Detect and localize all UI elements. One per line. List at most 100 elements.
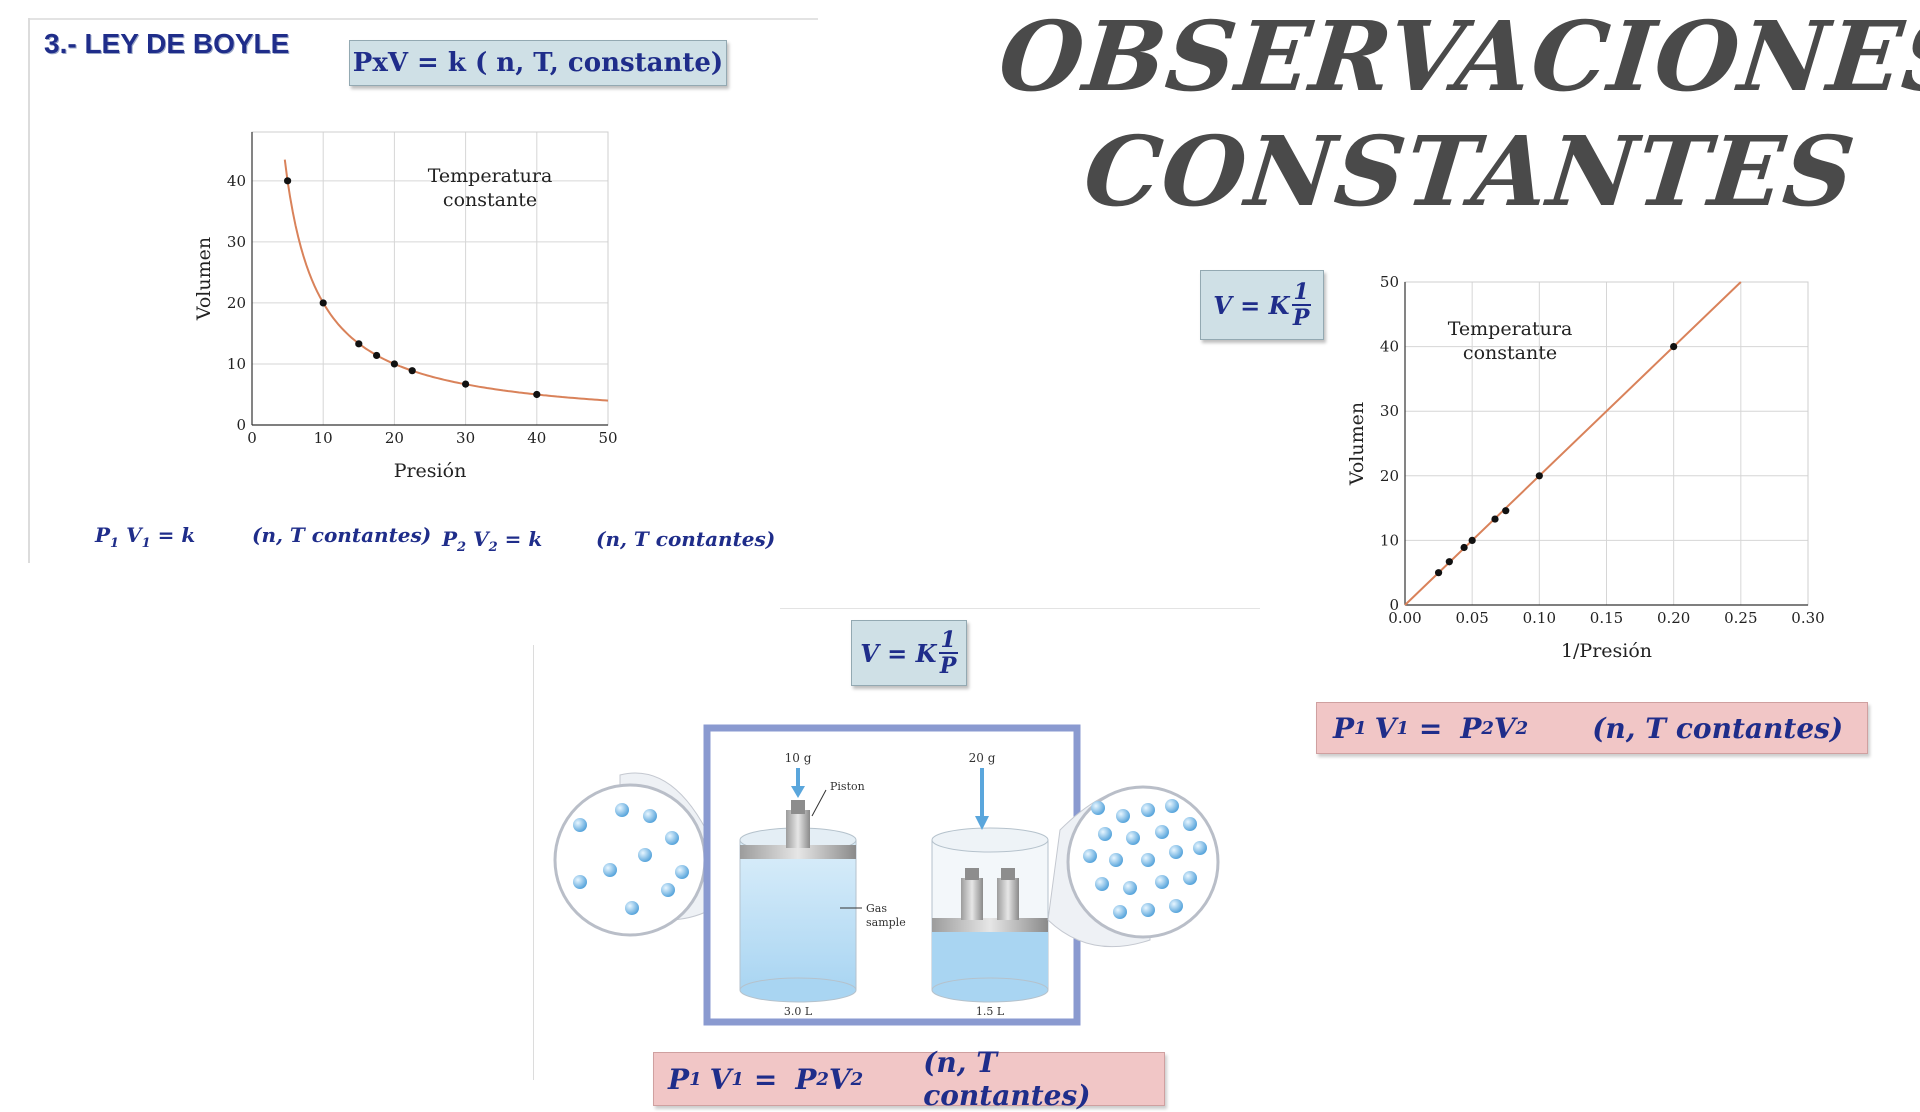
middle-rule [780,608,1260,609]
y-tick-label: 30 [1380,402,1399,420]
ce-p1-sub: 1 [689,1068,702,1090]
eq2-v-sub: 2 [488,540,498,555]
x-tick-label: 50 [598,429,617,447]
x-tick-label: 40 [527,429,546,447]
ce-p1: P [668,1062,690,1096]
eq1-v: V [126,523,142,547]
data-point [1445,558,1453,566]
ce-v1: V [1374,711,1397,745]
piston-label: Piston [830,780,865,793]
data-point [1468,536,1476,544]
ce-p2-sub: 2 [816,1068,829,1090]
piston-leader-line [811,789,827,817]
data-point [373,351,381,360]
ce-p1: P [1333,711,1355,745]
ce-v1-sub: 1 [731,1068,744,1090]
ce-v1-sub: 1 [1396,717,1409,739]
top-rule [28,18,818,20]
y-tick-label: 0 [236,416,246,434]
x-tick-label: 0.30 [1791,609,1824,627]
piston-diagram: 10 g 20 g Piston Gas sample 3.0 L 1.5 L [553,724,1220,1026]
x-tick-label: 0.05 [1455,609,1488,627]
boyle-pv-chart: 0 10 20 30 40 50 0 10 20 30 40 Presión Volumen Temper… [193,131,618,482]
section-title: 3.- LEY DE BOYLE [44,28,290,59]
eq1-p: P [95,523,111,547]
left-volume-label: 3.0 L [784,1005,813,1018]
y-tick-label: 20 [1380,467,1399,485]
ce-cond: (n, T contantes) [923,1046,1091,1112]
data-point [1535,472,1543,480]
ce-cond: (n, T contantes) [1592,711,1844,745]
left-mass-label: 10 g [785,751,812,765]
title-constantes: CONSTANTES [1079,115,1861,228]
y-tick-label: 10 [1380,531,1399,549]
vk-num: 1 [938,627,958,654]
left-molecules [573,803,689,915]
y-tick-label: 40 [227,172,246,190]
y-tick-label: 20 [227,294,246,312]
annotation-text: Temperatura [1448,318,1573,340]
data-point [1460,543,1468,552]
right-cylinder [931,768,1049,1003]
vk-den: P [939,653,957,679]
x-axis-label: 1/Presión [1561,640,1652,662]
x-tick-label: 0.00 [1388,609,1421,627]
data-point [355,340,363,348]
equation-p1v1: P1 V1 = k [95,523,195,551]
series-curve [1404,281,1742,606]
eq1-rhs: = k [157,523,196,547]
data-point [390,360,398,368]
equation-p2v2: P2 V2 = k [442,527,542,555]
x-tick-label: 0.25 [1724,609,1757,627]
ce-v2: V [828,1062,851,1096]
x-tick-label: 10 [314,429,333,447]
gas-label-line2: sample [866,916,906,929]
ce-p1-sub: 1 [1354,717,1367,739]
data-point [1491,515,1499,523]
eq1-v-sub: 1 [141,536,151,551]
data-point [1670,343,1678,351]
ce-p2: P [1460,711,1482,745]
eq2-v: V [473,527,489,551]
ce-eq: = [1418,711,1443,745]
gas-label-line1: Gas [866,902,887,915]
vk-den: P [1292,305,1310,331]
eq2-p: P [442,527,458,551]
left-rule [28,18,30,563]
vk-lhs: V = K [860,638,937,668]
y-tick-label: 50 [1380,273,1399,291]
boyle-formula-box: PxV = k ( n, T, constante) [349,40,727,86]
x-tick-label: 30 [456,429,475,447]
right-mass-label: 20 g [969,751,996,765]
bottom-left-rule [533,645,534,1080]
x-axis-label: Presión [394,460,467,482]
left-cylinder [739,768,857,1003]
ce-p2: P [795,1062,817,1096]
annotation-text: constante [443,189,537,211]
x-tick-label: 0.15 [1590,609,1623,627]
x-tick-label: 0.10 [1523,609,1556,627]
ce-v2: V [1493,711,1516,745]
equation-condition-1: (n, T contantes) [252,523,432,547]
ce-v2-sub: 2 [1515,717,1529,739]
vk-lhs: V = K [1213,290,1290,320]
eq2-p-sub: 2 [457,540,467,555]
y-tick-label: 30 [227,233,246,251]
x-tick-label: 20 [385,429,404,447]
right-volume-label: 1.5 L [976,1005,1005,1018]
data-point [284,177,292,185]
series-curve [283,159,609,402]
data-point [533,390,541,399]
title-observaciones: OBSERVACIONES [994,0,1920,113]
equation-condition-2: (n, T contantes) [596,527,776,551]
y-axis-label: Volumen [1346,402,1368,486]
eq1-p-sub: 1 [110,536,120,551]
ce-p2-sub: 2 [1481,717,1494,739]
vk-num: 1 [1291,279,1311,306]
